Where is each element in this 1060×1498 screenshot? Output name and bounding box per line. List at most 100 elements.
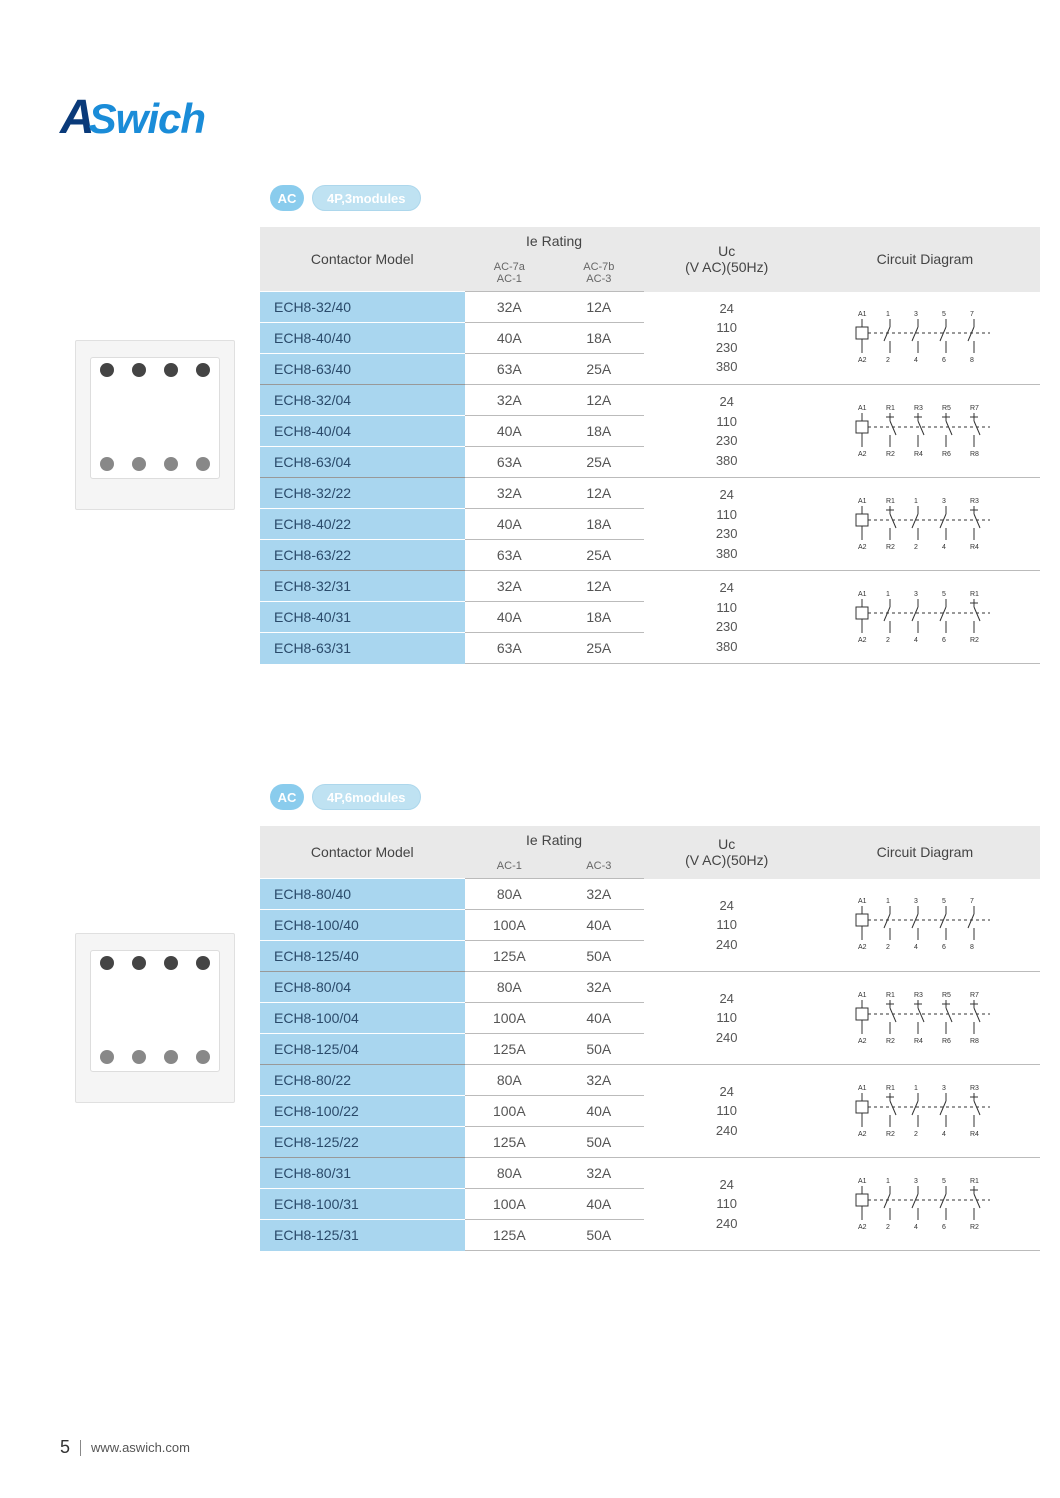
- svg-text:A1: A1: [858, 591, 867, 598]
- cell-ac1: 40A: [465, 509, 555, 540]
- cell-ac1: 80A: [465, 972, 555, 1003]
- th-diagram: Circuit Diagram: [810, 826, 1040, 879]
- svg-text:R7: R7: [970, 992, 979, 999]
- cell-model: ECH8-80/31: [260, 1158, 465, 1189]
- cell-ac1: 125A: [465, 1034, 555, 1065]
- section-pills: AC 4P,3modules: [270, 185, 1040, 211]
- header-rule: [205, 123, 1000, 127]
- cell-ac1: 125A: [465, 1127, 555, 1158]
- cell-ac1: 32A: [465, 571, 555, 602]
- svg-text:3: 3: [942, 498, 946, 505]
- svg-text:A1: A1: [858, 498, 867, 505]
- cell-model: ECH8-125/22: [260, 1127, 465, 1158]
- svg-text:R2: R2: [886, 1038, 895, 1045]
- svg-text:3: 3: [914, 311, 918, 318]
- svg-text:A1: A1: [858, 405, 867, 412]
- cell-uc: 24110240: [644, 972, 810, 1065]
- cell-ac2: 12A: [554, 385, 644, 416]
- svg-text:R6: R6: [942, 451, 951, 458]
- cell-ac1: 80A: [465, 1158, 555, 1189]
- svg-text:3: 3: [914, 1178, 918, 1185]
- product-image: [75, 340, 235, 510]
- cell-uc: 24110240: [644, 1158, 810, 1251]
- svg-text:3: 3: [914, 898, 918, 905]
- th-ie: Ie Rating: [465, 227, 644, 255]
- svg-text:R1: R1: [970, 591, 979, 598]
- cell-uc: 24110230380: [644, 385, 810, 478]
- table-row: ECH8-80/0480A32A24110240A1A2R1R2R3R4R5R6…: [260, 972, 1040, 1003]
- svg-text:R2: R2: [970, 637, 979, 644]
- th-ie: Ie Rating: [465, 826, 644, 854]
- cell-ac2: 12A: [554, 478, 644, 509]
- page-number: 5: [60, 1437, 70, 1458]
- cell-diagram: A1A2R1R2R3R4R5R6R7R8: [810, 972, 1040, 1065]
- cell-ac2: 12A: [554, 571, 644, 602]
- cell-ac1: 80A: [465, 879, 555, 910]
- cell-diagram: A1A2R1R21234R3R4: [810, 478, 1040, 571]
- brand-logo: A Swich: [60, 90, 205, 145]
- svg-text:A1: A1: [858, 1178, 867, 1185]
- cell-ac2: 40A: [554, 910, 644, 941]
- spec-table: Contactor Model Ie Rating Uc (V AC)(50Hz…: [260, 826, 1040, 1251]
- svg-text:4: 4: [914, 1224, 918, 1231]
- table-row: ECH8-32/3132A12A24110230380A1A2123456R1R…: [260, 571, 1040, 602]
- svg-text:R1: R1: [886, 992, 895, 999]
- th-model: Contactor Model: [260, 826, 465, 879]
- pill-ac: AC: [270, 185, 304, 211]
- pill-ac: AC: [270, 784, 304, 810]
- cell-ac1: 63A: [465, 633, 555, 664]
- cell-ac1: 100A: [465, 1003, 555, 1034]
- svg-text:A1: A1: [858, 992, 867, 999]
- cell-diagram: A1A2123456R1R2: [810, 571, 1040, 664]
- cell-model: ECH8-100/04: [260, 1003, 465, 1034]
- svg-text:4: 4: [942, 1131, 946, 1138]
- svg-text:1: 1: [914, 498, 918, 505]
- cell-ac1: 100A: [465, 910, 555, 941]
- cell-diagram: A1A2R1R21234R3R4: [810, 1065, 1040, 1158]
- cell-model: ECH8-40/40: [260, 323, 465, 354]
- section-pills: AC 4P,6modules: [270, 784, 1040, 810]
- th-ac2: AC-3: [554, 854, 644, 879]
- svg-text:R2: R2: [970, 1224, 979, 1231]
- cell-model: ECH8-40/22: [260, 509, 465, 540]
- svg-text:5: 5: [942, 898, 946, 905]
- svg-text:R3: R3: [914, 405, 923, 412]
- spec-table: Contactor Model Ie Rating Uc (V AC)(50Hz…: [260, 227, 1040, 664]
- svg-text:A2: A2: [858, 637, 867, 644]
- svg-text:R1: R1: [886, 498, 895, 505]
- logo-swich: Swich: [89, 95, 205, 143]
- table-row: ECH8-32/0432A12A24110230380A1A2R1R2R3R4R…: [260, 385, 1040, 416]
- spec-section: AC 4P,6modules Contactor Model Ie Rating…: [60, 784, 1000, 1251]
- svg-text:2: 2: [886, 637, 890, 644]
- cell-ac2: 50A: [554, 1034, 644, 1065]
- footer-url: www.aswich.com: [91, 1440, 190, 1455]
- svg-text:A2: A2: [858, 451, 867, 458]
- cell-uc: 24110230380: [644, 292, 810, 385]
- cell-model: ECH8-125/40: [260, 941, 465, 972]
- cell-ac1: 32A: [465, 385, 555, 416]
- cell-uc: 24110230380: [644, 478, 810, 571]
- th-diagram: Circuit Diagram: [810, 227, 1040, 292]
- cell-diagram: A1A212345678: [810, 879, 1040, 972]
- cell-ac2: 50A: [554, 941, 644, 972]
- th-ac1: AC-7a AC-1: [465, 255, 555, 292]
- cell-ac2: 25A: [554, 633, 644, 664]
- svg-text:R1: R1: [886, 1085, 895, 1092]
- cell-uc: 24110230380: [644, 571, 810, 664]
- svg-text:8: 8: [970, 357, 974, 364]
- cell-ac1: 63A: [465, 540, 555, 571]
- svg-text:2: 2: [914, 1131, 918, 1138]
- cell-ac2: 32A: [554, 1065, 644, 1096]
- th-model: Contactor Model: [260, 227, 465, 292]
- cell-ac1: 32A: [465, 478, 555, 509]
- cell-model: ECH8-63/40: [260, 354, 465, 385]
- table-row: ECH8-80/2280A32A24110240A1A2R1R21234R3R4: [260, 1065, 1040, 1096]
- svg-text:2: 2: [886, 357, 890, 364]
- cell-diagram: A1A2R1R2R3R4R5R6R7R8: [810, 385, 1040, 478]
- svg-text:6: 6: [942, 637, 946, 644]
- table-row: ECH8-80/4080A32A24110240A1A212345678: [260, 879, 1040, 910]
- table-row: ECH8-32/4032A12A24110230380A1A212345678: [260, 292, 1040, 323]
- svg-text:3: 3: [942, 1085, 946, 1092]
- pill-modules: 4P,3modules: [312, 185, 421, 211]
- svg-text:R5: R5: [942, 405, 951, 412]
